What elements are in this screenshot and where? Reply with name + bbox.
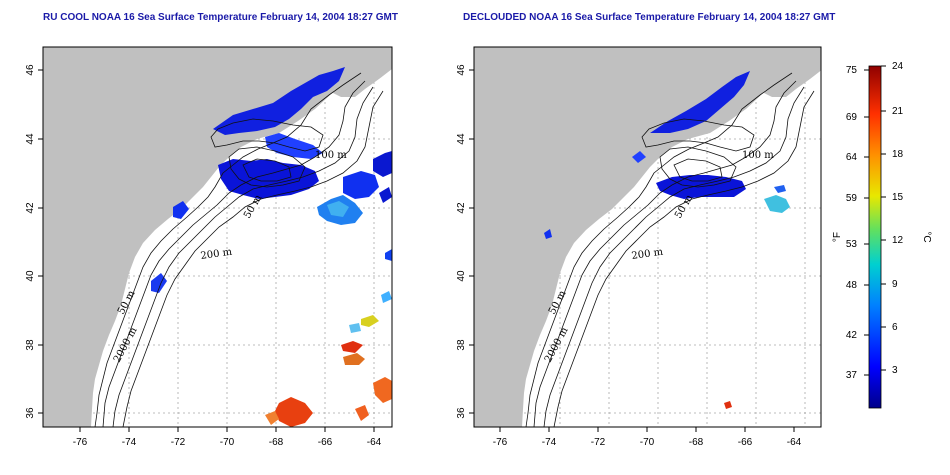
left-lat-tick: 44 xyxy=(25,133,36,145)
left-lon-tick: -68 xyxy=(269,437,284,448)
fahrenheit-tick: 69 xyxy=(846,112,858,123)
right-lon-tick: -68 xyxy=(689,437,704,448)
right-lat-tick: 38 xyxy=(456,339,467,351)
right-lon-tick: -74 xyxy=(542,437,557,448)
fahrenheit-tick: 42 xyxy=(846,330,858,341)
fahrenheit-tick: 59 xyxy=(846,193,858,204)
left-lon-tick: -64 xyxy=(367,437,382,448)
celsius-tick: 3 xyxy=(892,365,898,376)
celsius-tick: 12 xyxy=(892,235,904,246)
fahrenheit-tick: 37 xyxy=(846,370,858,381)
right-lon-tick: -76 xyxy=(493,437,508,448)
left-lon-tick: -76 xyxy=(73,437,88,448)
celsius-label: °C xyxy=(921,231,932,242)
celsius-tick: 18 xyxy=(892,149,904,160)
right-lat-tick: 40 xyxy=(456,270,467,282)
left-lat-tick: 38 xyxy=(25,339,36,351)
left-lon-tick: -74 xyxy=(122,437,137,448)
temperature-colorbar: 75 69 64 59 53 48 42 37 24 21 18 15 12 9… xyxy=(832,61,932,409)
right-lat-tick: 42 xyxy=(456,202,467,214)
left-lat-tick: 40 xyxy=(25,270,36,282)
left-sst-pixels xyxy=(151,67,392,427)
right-lat-tick: 44 xyxy=(456,133,467,145)
right-lon-tick: -72 xyxy=(591,437,606,448)
left-lat-tick: 42 xyxy=(25,202,36,214)
left-lon-tick: -72 xyxy=(171,437,186,448)
svg-text:200 m: 200 m xyxy=(631,247,664,262)
svg-text:100 m: 100 m xyxy=(742,150,774,161)
right-lon-tick: -64 xyxy=(787,437,802,448)
fahrenheit-tick: 75 xyxy=(846,65,858,76)
right-lat-tick: 36 xyxy=(456,407,467,419)
celsius-tick: 15 xyxy=(892,192,904,203)
left-lon-axis: -76 -74 -72 -70 -68 -66 -64 xyxy=(73,427,382,448)
celsius-tick: 6 xyxy=(892,322,898,333)
fahrenheit-label: °F xyxy=(832,232,843,242)
left-lon-tick: -66 xyxy=(318,437,333,448)
left-lon-tick: -70 xyxy=(220,437,235,448)
left-lat-tick: 36 xyxy=(25,407,36,419)
right-lon-axis: -76 -74 -72 -70 -68 -66 -64 xyxy=(493,427,802,448)
celsius-tick: 21 xyxy=(892,106,904,117)
fahrenheit-tick: 53 xyxy=(846,239,858,250)
celsius-tick: 9 xyxy=(892,279,898,290)
right-lat-tick: 46 xyxy=(456,64,467,76)
fahrenheit-tick: 64 xyxy=(846,152,858,163)
left-panel-title: RU COOL NOAA 16 Sea Surface Temperature … xyxy=(43,12,398,23)
celsius-tick: 24 xyxy=(892,61,904,72)
svg-text:100 m: 100 m xyxy=(315,150,347,161)
right-map-panel: 100 m 50 m 200 m 50 m 2000 m -76 -74 -72… xyxy=(456,46,822,448)
left-map-panel: 100 m 50 m 200 m 50 m 2000 m -76 -74 -72… xyxy=(25,46,393,448)
fahrenheit-tick: 48 xyxy=(846,280,858,291)
left-lat-axis: 36 38 40 42 44 46 xyxy=(25,64,43,419)
right-lon-tick: -70 xyxy=(640,437,655,448)
right-panel-title: DECLOUDED NOAA 16 Sea Surface Temperatur… xyxy=(463,12,836,23)
right-lon-tick: -66 xyxy=(738,437,753,448)
svg-text:200 m: 200 m xyxy=(200,247,233,262)
right-lat-axis: 36 38 40 42 44 46 xyxy=(456,64,474,419)
left-lat-tick: 46 xyxy=(25,64,36,76)
